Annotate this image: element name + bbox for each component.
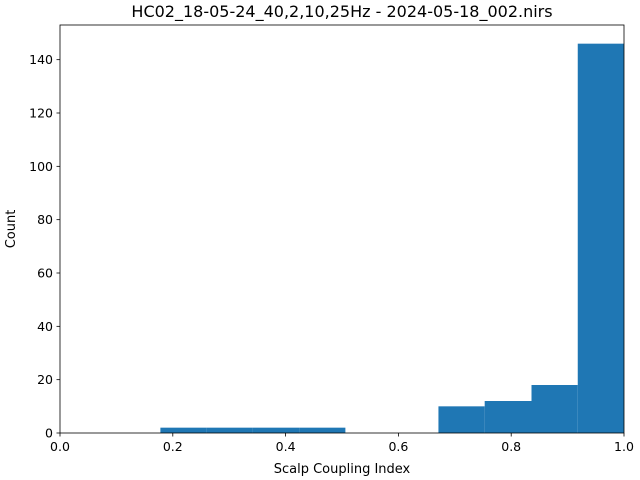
y-tick-label: 40 (37, 319, 53, 334)
x-tick-label: 1.0 (614, 439, 634, 454)
histogram-bar-8 (531, 385, 578, 433)
y-tick-label: 100 (29, 159, 53, 174)
histogram-bar-7 (484, 401, 532, 433)
y-axis-label: Count (4, 210, 19, 249)
y-tick-label: 0 (45, 426, 53, 441)
histogram-bar-1 (206, 427, 253, 433)
chart-title: HC02_18-05-24_40,2,10,25Hz - 2024-05-18_… (131, 2, 552, 22)
histogram-bar-6 (438, 406, 485, 433)
plot-area-border (59, 24, 625, 434)
x-tick-label: 0.4 (276, 439, 296, 454)
y-tick-label: 80 (37, 212, 53, 227)
x-axis-ticks: 0.0 0.2 0.4 0.6 0.8 1.0 (50, 433, 634, 454)
x-tick-label: 0.6 (388, 439, 408, 454)
x-tick-label: 0.8 (501, 439, 521, 454)
axes-frame (59, 24, 625, 434)
y-tick-label: 60 (37, 266, 53, 281)
y-tick-label: 20 (37, 372, 53, 387)
x-tick-label: 0.2 (163, 439, 183, 454)
y-axis-ticks: 0 20 40 60 80 100 120 140 (29, 52, 60, 441)
y-tick-label: 140 (29, 52, 53, 67)
histogram-bars (160, 43, 624, 434)
histogram-bar-9 (577, 43, 624, 434)
y-tick-label: 120 (29, 106, 53, 121)
histogram-bar-2 (252, 427, 300, 433)
x-tick-label: 0.0 (50, 439, 70, 454)
x-axis-label: Scalp Coupling Index (274, 462, 411, 477)
histogram-bar-3 (299, 427, 346, 433)
histogram-bar-0 (160, 427, 207, 433)
